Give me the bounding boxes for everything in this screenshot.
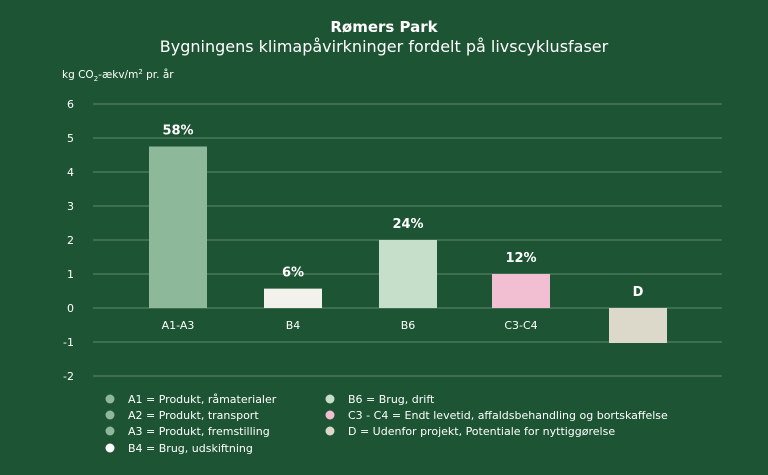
legend-marker xyxy=(325,394,335,404)
legend-marker xyxy=(325,410,335,420)
y-tick-label: 4 xyxy=(67,166,74,179)
chart-subtitle: Bygningens klimapåvirkninger fordelt på … xyxy=(160,37,609,56)
x-category-label: C3-C4 xyxy=(504,319,537,332)
legend-marker xyxy=(105,443,115,453)
legend-marker xyxy=(325,426,335,436)
y-tick-label: 3 xyxy=(67,200,74,213)
legend-label: B6 = Brug, drift xyxy=(348,393,435,406)
legend-marker xyxy=(105,410,115,420)
y-tick-label: 0 xyxy=(67,302,74,315)
y-tick-label: -1 xyxy=(63,336,74,349)
y-axis-label-suffix: pr. år xyxy=(143,68,174,81)
chart-title: Rømers Park xyxy=(330,18,438,36)
bar-data-label: 6% xyxy=(282,266,304,281)
bar-data-label: 24% xyxy=(392,217,423,232)
legend-label: A2 = Produkt, transport xyxy=(128,409,259,422)
bar-a1-a3 xyxy=(149,146,207,308)
bar-b4 xyxy=(264,288,322,308)
legend-marker xyxy=(105,426,115,436)
y-tick-label: 2 xyxy=(67,234,74,247)
legend-label: A1 = Produkt, råmaterialer xyxy=(128,393,277,406)
legend-label: B4 = Brug, udskiftning xyxy=(128,442,253,455)
legend-label: C3 - C4 = Endt levetid, affaldsbehandlin… xyxy=(348,409,668,422)
y-axis-label-subscript: 2 xyxy=(94,75,98,83)
x-category-label: B4 xyxy=(286,319,301,332)
legend-marker xyxy=(105,394,115,404)
x-category-label: A1-A3 xyxy=(162,319,195,332)
y-axis-label-prefix: kg CO xyxy=(62,69,94,81)
y-tick-label: 1 xyxy=(67,268,74,281)
legend-label: D = Udenfor projekt, Potentiale for nytt… xyxy=(348,425,615,438)
bar-data-label: 12% xyxy=(505,251,536,266)
bars: 58% A1-A3 6% B4 24% B6 12% C3-C4 D xyxy=(149,124,667,344)
bar-data-label: 58% xyxy=(162,124,193,139)
bar-c3-c4 xyxy=(492,274,550,308)
y-axis-label-middle: -ækv/m xyxy=(98,69,138,81)
x-category-label: B6 xyxy=(401,319,416,332)
y-axis-label: kg CO2-ækv/m2 pr. år xyxy=(62,68,174,83)
bar-data-label: D xyxy=(633,285,644,300)
legend: A1 = Produkt, råmaterialer A2 = Produkt, … xyxy=(105,393,668,455)
y-tick-label: -2 xyxy=(63,370,74,383)
y-tick-label: 5 xyxy=(67,132,74,145)
y-axis-label-superscript: 2 xyxy=(138,68,142,76)
bar-b6 xyxy=(379,240,437,308)
bar-d xyxy=(609,308,667,344)
legend-label: A3 = Produkt, fremstilling xyxy=(128,425,270,438)
y-tick-label: 6 xyxy=(67,98,74,111)
